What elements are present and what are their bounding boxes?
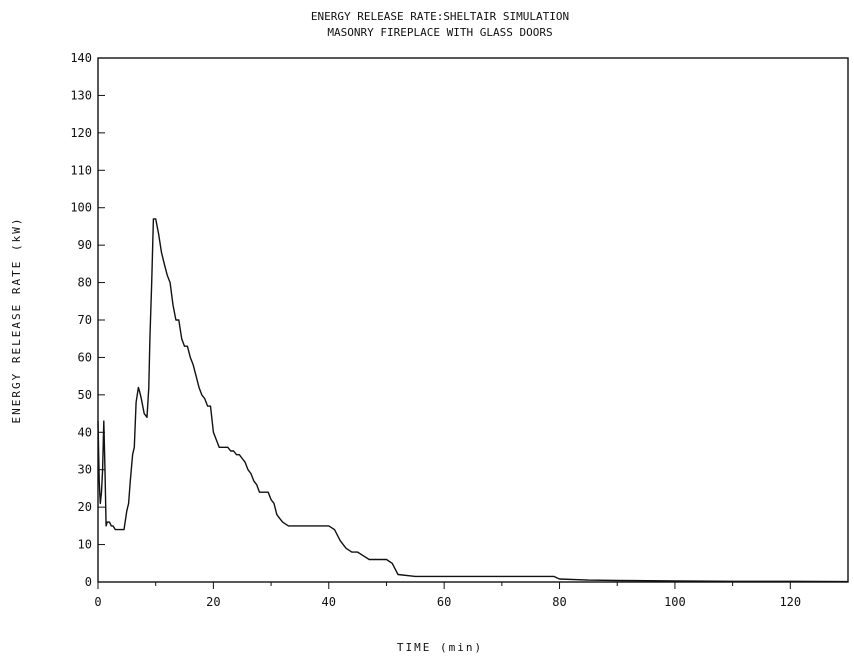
y-axis: 0 10 20 30 40 50 60 70 80 90 100 110 120 130 140 (70, 51, 105, 589)
x-axis: 0 20 40 60 80 100 120 (94, 582, 801, 609)
x-tick-label: 60 (437, 595, 451, 609)
y-axis-label: ENERGY RELEASE RATE (kW) (10, 217, 23, 424)
y-tick-label: 20 (78, 500, 92, 514)
y-tick-label: 90 (78, 238, 92, 252)
x-tick-label: 100 (664, 595, 686, 609)
y-tick-label: 80 (78, 276, 92, 290)
x-axis-label: TIME (min) (397, 641, 483, 654)
x-tick-label: 20 (206, 595, 220, 609)
y-tick-label: 60 (78, 350, 92, 364)
y-tick-label: 30 (78, 463, 92, 477)
x-tick-label: 120 (779, 595, 801, 609)
y-tick-label: 140 (70, 51, 92, 65)
y-tick-label: 70 (78, 313, 92, 327)
y-tick-label: 100 (70, 201, 92, 215)
chart-subtitle: MASONRY FIREPLACE WITH GLASS DOORS (327, 26, 552, 39)
y-tick-label: 130 (70, 88, 92, 102)
plot-frame (97, 57, 849, 583)
y-tick-label: 120 (70, 126, 92, 140)
chart-title: ENERGY RELEASE RATE:SHELTAIR SIMULATION (311, 10, 569, 23)
series-line (97, 218, 849, 583)
x-tick-label: 40 (322, 595, 336, 609)
series-layer (97, 218, 849, 583)
y-tick-label: 50 (78, 388, 92, 402)
y-tick-label: 40 (78, 425, 92, 439)
y-tick-label: 110 (70, 163, 92, 177)
x-tick-label: 0 (94, 595, 101, 609)
y-tick-label: 10 (78, 538, 92, 552)
x-tick-label: 80 (552, 595, 566, 609)
y-tick-label: 0 (85, 575, 92, 589)
